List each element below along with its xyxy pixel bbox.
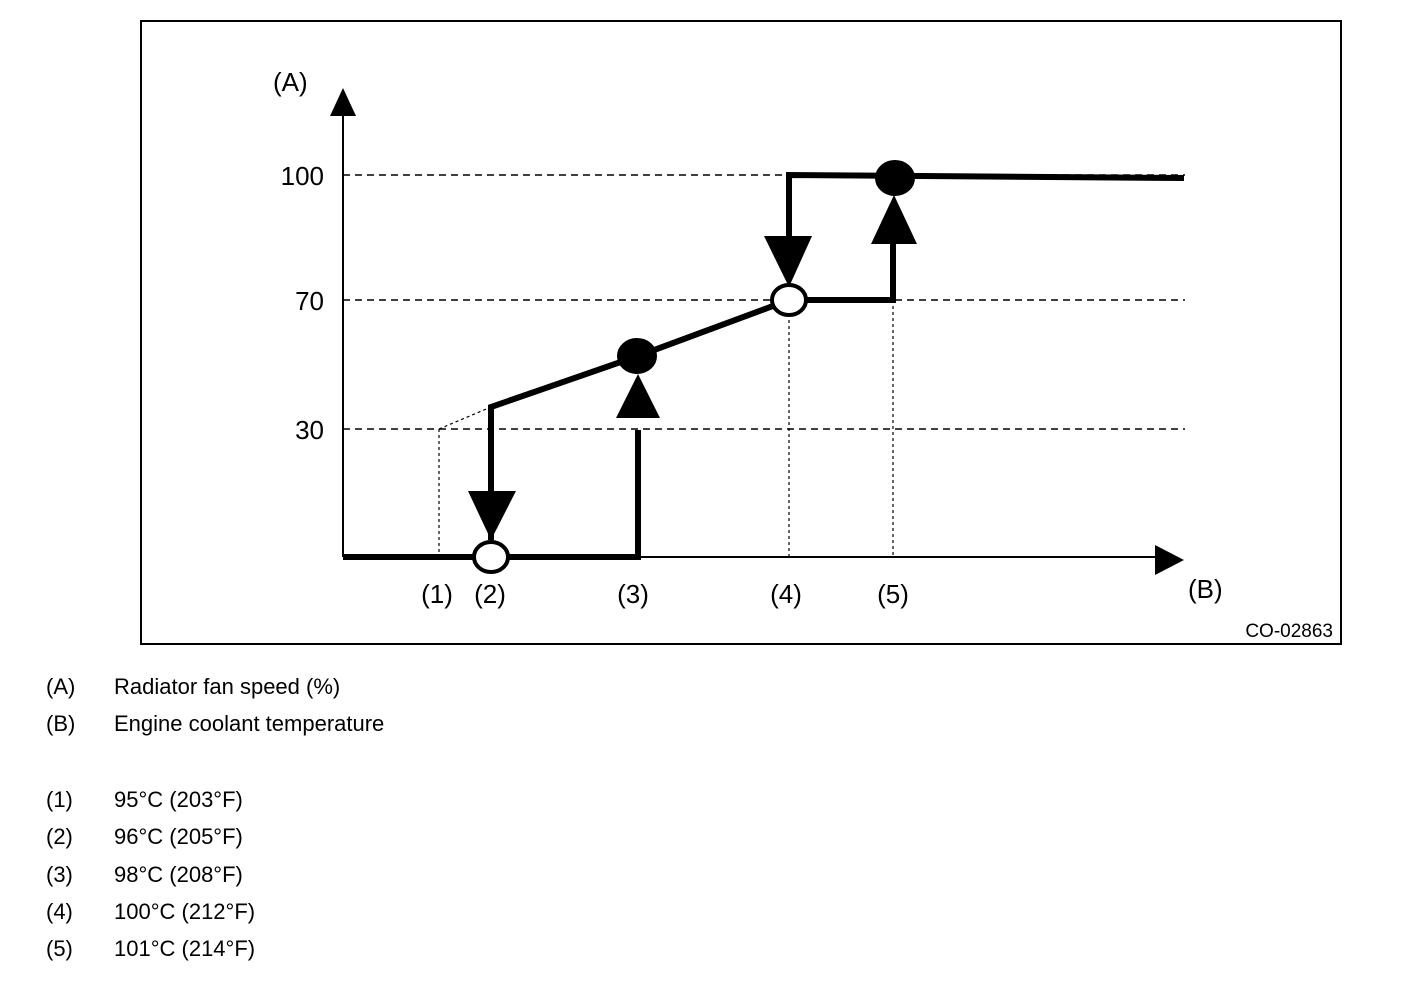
- fan-curve: [343, 171, 1185, 560]
- legend-key: (2): [46, 824, 73, 849]
- legend-item-5: (5) 101°C (214°F): [0, 934, 800, 964]
- y-tick-100: 100: [281, 161, 324, 191]
- x-marker-5: (5): [877, 579, 909, 609]
- legend-key: (A): [46, 674, 76, 699]
- drop-lines: [438, 300, 894, 557]
- y-tick-30: 30: [295, 415, 324, 445]
- legend-item-3: (3) 98°C (208°F): [0, 860, 800, 890]
- curve-arrows: [468, 195, 917, 540]
- guide-lines: [343, 174, 1185, 430]
- curve-low-segment: [488, 242, 896, 540]
- legend-key: (5): [46, 936, 73, 961]
- legend-item-2: (2) 96°C (205°F): [0, 822, 800, 852]
- curve-off-segment: [343, 430, 641, 560]
- legend-key: (3): [46, 862, 73, 887]
- legend-item-4: (4) 100°C (212°F): [0, 897, 800, 927]
- axes: [330, 88, 1184, 575]
- marker-open-2: [472, 540, 510, 574]
- legend-text: 98°C (208°F): [114, 862, 243, 887]
- legend-text: 101°C (214°F): [114, 936, 256, 961]
- x-marker-2: (2): [474, 579, 506, 609]
- x-axis-arrow: [1155, 545, 1184, 575]
- curve-drop-segment: [786, 171, 1185, 260]
- arrow-down-4: [764, 236, 812, 287]
- legend-text: Radiator fan speed (%): [114, 674, 341, 699]
- figure-id: CO-02863: [1245, 621, 1333, 642]
- marker-open-4: [770, 283, 808, 317]
- legend-item-b: (B) Engine coolant temperature: [0, 709, 800, 739]
- legend-text: 100°C (212°F): [114, 899, 256, 924]
- arrow-up-5: [871, 195, 917, 244]
- fan-speed-diagram: (A) (B) 100 70 30 (1) (2) (3) (4) (5) CO…: [140, 20, 1342, 645]
- x-marker-1: (1): [421, 579, 453, 609]
- legend-text: Engine coolant temperature: [114, 711, 385, 736]
- legend-key: (1): [46, 787, 73, 812]
- y-tick-70: 70: [295, 286, 324, 316]
- legend-key: (4): [46, 899, 73, 924]
- marker-filled-3: [617, 338, 657, 374]
- legend-text: 96°C (205°F): [114, 824, 243, 849]
- legend-item-1: (1) 95°C (203°F): [0, 785, 800, 815]
- y-axis-label: (A): [273, 67, 308, 97]
- x-marker-3: (3): [617, 579, 649, 609]
- drop-1-slope: [438, 406, 492, 430]
- arrow-up-3: [616, 374, 660, 418]
- curve-markers: [472, 160, 915, 574]
- diagram-frame: [140, 20, 1342, 645]
- arrow-down-2: [468, 491, 516, 540]
- legend-item-a: (A) Radiator fan speed (%): [0, 672, 800, 702]
- legend-text: 95°C (203°F): [114, 787, 243, 812]
- legend-key: (B): [46, 711, 76, 736]
- marker-filled-5: [875, 160, 915, 196]
- x-marker-4: (4): [770, 579, 802, 609]
- x-axis-label: (B): [1188, 574, 1223, 604]
- y-axis-arrow: [330, 88, 356, 116]
